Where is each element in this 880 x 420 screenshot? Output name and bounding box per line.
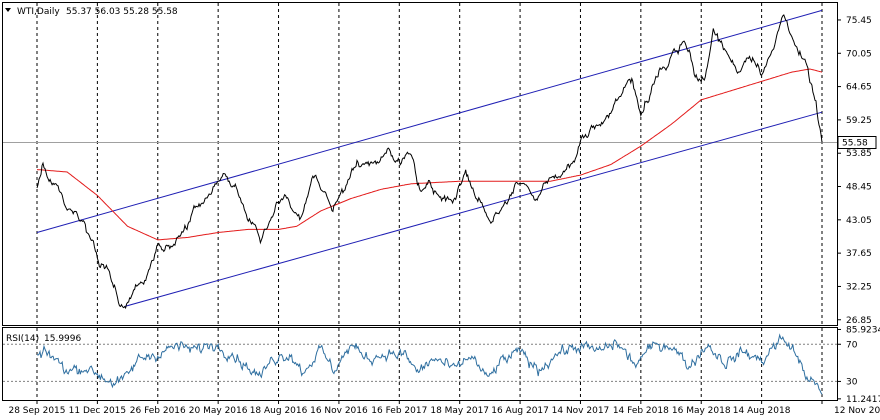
rsi-header: RSI(14) 15.9996: [6, 334, 81, 344]
price-y-tick-label: 53.85: [846, 149, 872, 159]
frame-layer: [2, 2, 838, 401]
dropdown-triangle-icon[interactable]: [5, 8, 11, 12]
x-tick-label: 18 May 2017: [430, 406, 489, 416]
x-tick-label: 16 Feb 2017: [371, 406, 427, 416]
x-tick-label: 16 May 2018: [672, 406, 731, 416]
price-header: WTI,Daily 55.37 56.03 55.28 55.58: [5, 7, 178, 17]
price-y-tick-label: 43.05: [846, 216, 872, 226]
x-tick-label: 16 Nov 2016: [310, 406, 368, 416]
rsi-value: 15.9996: [44, 334, 81, 344]
x-tick-label: 26 Feb 2016: [130, 406, 186, 416]
channel-lower-line: [124, 111, 823, 307]
rsi-line: [36, 333, 823, 395]
axis-layer: 75.45 70.05 64.65 59.25 53.85 48.45 43.05 37.65…: [8, 16, 880, 416]
series-layer: [36, 9, 823, 395]
price-panel-frame: [2, 2, 838, 326]
ohlc-values: 55.37 56.03 55.28 55.58: [66, 7, 178, 17]
price-y-tick-label: 26.85: [846, 316, 872, 326]
price-y-tick-label: 70.05: [846, 49, 872, 59]
x-tick-label: 18 Aug 2016: [250, 406, 308, 416]
price-y-tick-label: 64.65: [846, 83, 872, 93]
x-tick-label: 16 Aug 2017: [491, 406, 549, 416]
grid-layer: [3, 3, 837, 400]
symbol-label: WTI,Daily: [17, 7, 60, 17]
rsi-y-tick-label: 70: [846, 340, 858, 350]
x-tick-label: 12 Nov 2018: [834, 406, 880, 416]
rsi-label: RSI(14): [6, 334, 39, 344]
x-tick-label: 11 Dec 2015: [69, 406, 127, 416]
price-badge-box: [837, 136, 877, 149]
x-tick-label: 14 Aug 2018: [733, 406, 791, 416]
price-y-tick-label: 37.65: [846, 249, 872, 259]
price-y-tick-label: 48.45: [846, 183, 872, 193]
rsi-y-tick-label: 30: [846, 377, 858, 387]
rsi-y-tick-label: 11.2417: [846, 395, 880, 405]
price-y-tick-label: 75.45: [846, 16, 872, 26]
price-badge-text: 55.58: [842, 139, 868, 149]
rsi-panel-frame: [2, 327, 838, 401]
rsi-y-tick-label: 85.9234: [846, 325, 880, 335]
x-tick-label: 14 Nov 2017: [552, 406, 610, 416]
price-y-tick-label: 32.25: [846, 282, 872, 292]
moving-average-line: [36, 68, 823, 241]
channel-upper-line: [36, 9, 823, 233]
price-y-tick-label: 59.25: [846, 116, 872, 126]
x-tick-label: 20 May 2016: [189, 406, 248, 416]
price-line: [36, 14, 823, 310]
x-tick-label: 14 Feb 2018: [613, 406, 669, 416]
x-tick-label: 28 Sep 2015: [8, 406, 65, 416]
price-badge: 55.58: [837, 136, 877, 149]
